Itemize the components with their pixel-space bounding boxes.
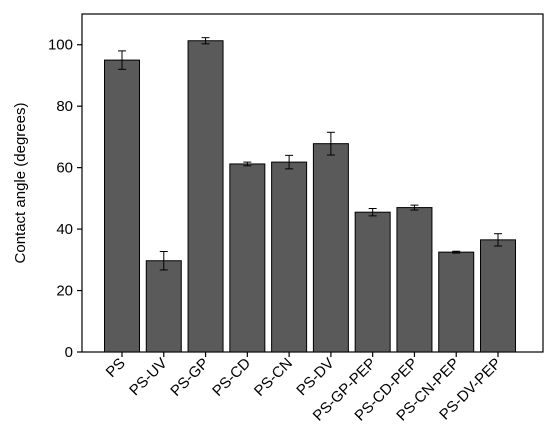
error-bar: [201, 37, 210, 45]
y-tick-label: 80: [56, 98, 73, 115]
y-axis-label: Contact angle (degrees): [12, 103, 29, 264]
error-bar: [368, 208, 377, 217]
bar: [145, 260, 182, 353]
bar: [229, 163, 266, 353]
bar: [312, 143, 349, 353]
error-bar: [452, 250, 461, 254]
error-bar: [118, 50, 126, 70]
y-tick-label: 0: [65, 344, 73, 361]
bar: [438, 251, 475, 353]
y-tick-label: 100: [48, 37, 73, 54]
bar: [354, 211, 391, 353]
y-tick-label: 40: [56, 221, 73, 238]
error-bar: [494, 233, 502, 247]
y-tick-label: 20: [56, 283, 73, 300]
error-bar: [159, 251, 168, 271]
error-bar: [410, 204, 419, 211]
bar: [187, 40, 224, 353]
plot-frame: [81, 13, 544, 353]
x-tick-label: PS-UV: [126, 355, 170, 399]
x-tick-label: PS: [103, 355, 129, 381]
x-tick-label: PS-CN: [251, 355, 296, 400]
bar: [480, 239, 516, 353]
error-bar: [243, 161, 252, 167]
x-tick-label: PS-GP: [167, 355, 212, 400]
bar: [271, 161, 308, 353]
error-bar: [285, 154, 294, 170]
error-bar: [326, 131, 335, 156]
bar: [396, 207, 433, 353]
bar: [104, 59, 140, 353]
x-tick-label: PS-CD: [209, 355, 254, 400]
y-tick-label: 60: [56, 160, 73, 177]
